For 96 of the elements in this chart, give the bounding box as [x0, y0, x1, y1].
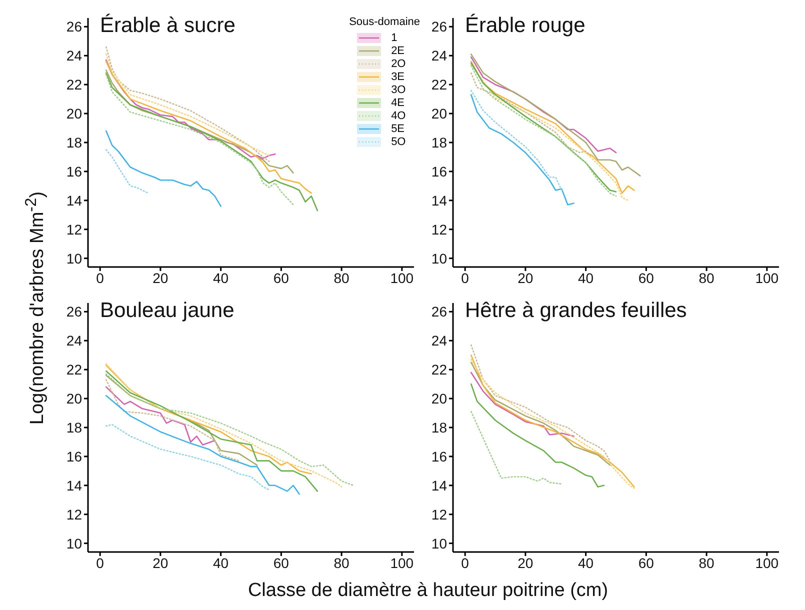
line-series	[470, 383, 605, 488]
x-tick-label: 40	[578, 270, 594, 286]
y-tick-label: 16	[431, 448, 448, 464]
x-axis-title: Classe de diamètre à hauteur poitrine (cm)	[248, 580, 608, 602]
legend-label: 5O	[391, 136, 406, 148]
legend-label: 5E	[391, 122, 405, 134]
line-series	[105, 130, 222, 207]
x-tick-label: 40	[578, 554, 594, 571]
y-tick-label: 24	[66, 332, 82, 349]
legend-label: 1	[391, 32, 398, 44]
y-tick-label: 16	[66, 448, 82, 464]
chart-title: Érable rouge	[465, 14, 586, 38]
y-tick-label: 22	[66, 362, 82, 378]
x-tick-label: 0	[461, 554, 470, 571]
y-tick-label: 26	[431, 304, 448, 320]
y-tick-label: 12	[431, 506, 448, 522]
chart-title: Hêtre à grandes feuilles	[465, 299, 687, 323]
y-tick-label: 12	[431, 221, 448, 238]
line-series	[470, 410, 562, 485]
y-tick-label: 20	[66, 106, 82, 122]
y-tick-label: 22	[66, 76, 82, 93]
line-series	[105, 60, 312, 194]
x-tick-label: 80	[334, 554, 350, 571]
line-series	[105, 74, 294, 206]
line-series	[470, 72, 592, 158]
x-tick-label: 100	[755, 554, 779, 571]
line-series	[470, 372, 574, 437]
x-tick-label: 80	[334, 270, 350, 286]
line-series	[105, 364, 312, 474]
line-series	[105, 386, 216, 446]
y-tick-label: 24	[431, 48, 448, 64]
chart-title: Érable à sucre	[100, 14, 236, 38]
x-tick-label: 60	[273, 554, 290, 571]
x-tick-label: 20	[518, 270, 534, 286]
line-series	[105, 395, 300, 495]
x-tick-label: 20	[518, 554, 534, 571]
y-tick-label: 24	[431, 332, 448, 349]
line-series	[470, 344, 611, 462]
y-tick-label: 14	[66, 477, 82, 494]
y-tick-label: 14	[431, 192, 448, 208]
y-tick-label: 14	[431, 477, 448, 494]
x-tick-label: 20	[152, 270, 168, 286]
line-series	[470, 94, 574, 206]
x-tick-label: 100	[390, 554, 414, 571]
x-tick-label: 100	[755, 270, 779, 286]
y-tick-label: 14	[66, 192, 82, 208]
x-tick-label: 0	[96, 270, 104, 286]
x-tick-label: 0	[461, 270, 470, 286]
y-tick-label: 20	[431, 106, 448, 122]
y-tick-label: 10	[66, 535, 82, 552]
x-tick-label: 100	[390, 270, 414, 286]
legend-label: 2E	[391, 44, 405, 56]
line-series	[105, 424, 270, 490]
y-tick-label: 26	[66, 304, 82, 320]
y-tick-label: 18	[431, 419, 448, 436]
x-tick-label: 20	[152, 554, 168, 571]
y-tick-label: 18	[66, 419, 82, 436]
y-tick-label: 24	[66, 48, 82, 64]
y-tick-label: 18	[66, 134, 82, 150]
chart-title: Bouleau jaune	[100, 299, 234, 323]
y-tick-label: 10	[431, 535, 448, 552]
legend-title: Sous-domaine	[349, 16, 420, 28]
x-tick-label: 60	[638, 554, 654, 571]
y-tick-label: 16	[431, 163, 448, 180]
legend-label: 2O	[391, 58, 406, 70]
y-tick-label: 26	[66, 18, 82, 35]
y-tick-label: 12	[66, 506, 82, 522]
line-series	[105, 149, 150, 194]
legend-label: 4E	[391, 96, 405, 108]
y-tick-label: 16	[66, 163, 82, 180]
y-tick-label: 12	[66, 221, 82, 238]
line-series	[470, 90, 562, 191]
x-tick-label: 80	[698, 554, 715, 571]
y-tick-label: 22	[431, 362, 448, 378]
y-tick-label: 10	[431, 250, 448, 266]
y-tick-label: 18	[431, 134, 448, 150]
line-series	[105, 379, 240, 462]
y-tick-label: 22	[431, 76, 448, 93]
line-series	[470, 362, 611, 466]
line-series	[470, 56, 617, 154]
x-tick-label: 60	[638, 270, 654, 286]
x-tick-label: 60	[273, 270, 290, 286]
x-tick-label: 40	[213, 554, 229, 571]
y-tick-label: 20	[66, 390, 82, 407]
y-tick-label: 10	[66, 250, 82, 266]
legend-label: 3O	[391, 84, 406, 96]
y-tick-label: 26	[431, 18, 448, 35]
legend-label: 3E	[391, 70, 405, 82]
line-series	[470, 54, 641, 176]
y-tick-label: 20	[431, 390, 448, 407]
x-tick-label: 0	[96, 554, 104, 571]
line-series	[105, 370, 318, 492]
x-tick-label: 40	[213, 270, 229, 286]
legend-label: 4O	[391, 110, 406, 122]
x-tick-label: 80	[698, 270, 715, 286]
line-series	[105, 72, 318, 212]
